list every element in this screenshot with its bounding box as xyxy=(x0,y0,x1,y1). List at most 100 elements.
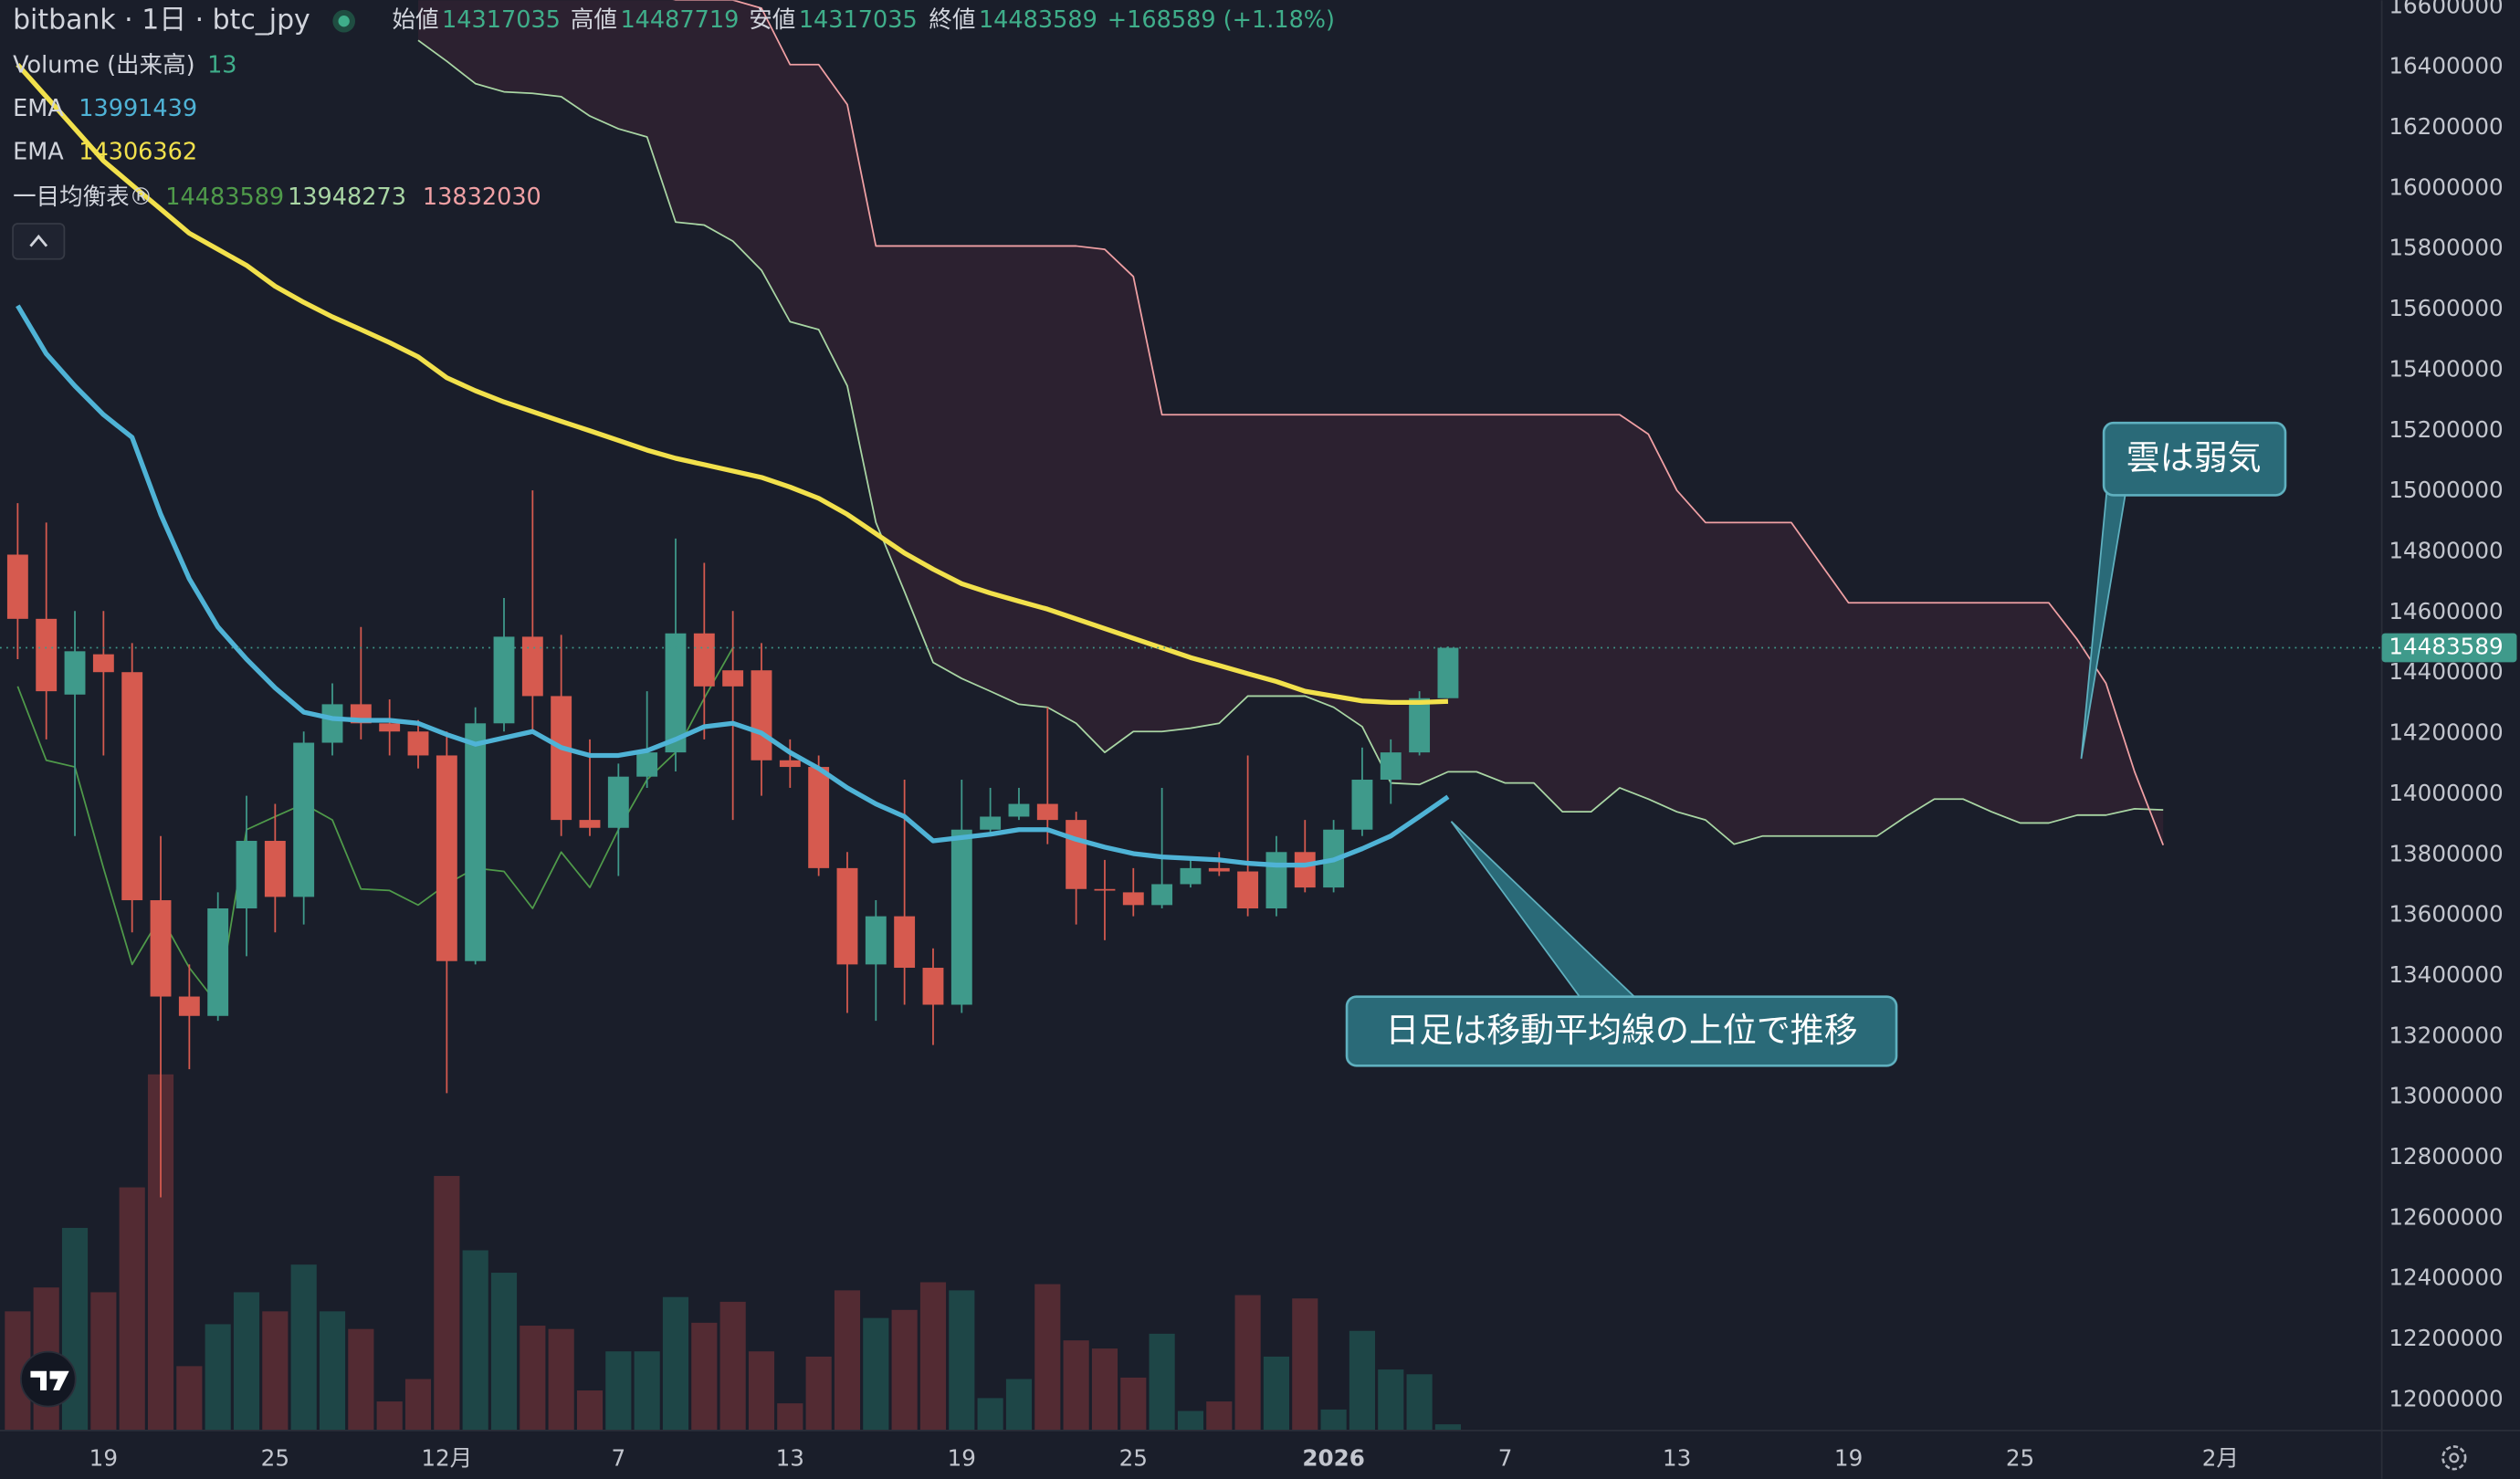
candle-body xyxy=(465,723,487,961)
candle-body xyxy=(1208,867,1230,872)
volume-bar xyxy=(1378,1369,1404,1431)
candle-body xyxy=(521,636,543,697)
y-tick-label: 13000000 xyxy=(2389,1083,2503,1109)
volume-bar xyxy=(376,1401,403,1431)
candle-body xyxy=(1036,803,1058,821)
candle-body xyxy=(751,670,772,760)
collapse-button-frame[interactable] xyxy=(12,223,66,260)
volume-bar xyxy=(262,1311,289,1431)
annotation: 日足は移動平均線の上位で推移 xyxy=(1345,821,1898,1067)
candle-body xyxy=(779,760,801,768)
legend-ema-value: 14306362 xyxy=(79,139,197,166)
ohlc-label: 終値 xyxy=(929,6,975,34)
gear-outer[interactable] xyxy=(2441,1445,2467,1471)
y-tick-label: 16600000 xyxy=(2389,0,2503,18)
candle-body xyxy=(1008,803,1030,817)
volume-bar xyxy=(1234,1295,1261,1431)
candle-body xyxy=(1294,852,1316,888)
candle-body xyxy=(1380,752,1402,780)
y-tick-label: 15000000 xyxy=(2389,477,2503,503)
x-tick-label: 13 xyxy=(1663,1445,1691,1472)
y-tick-label: 13600000 xyxy=(2389,901,2503,928)
volume-bar xyxy=(977,1398,1003,1431)
legend-ema-value: 13991439 xyxy=(79,95,197,122)
leading-span-a xyxy=(417,39,2164,845)
volume-bar xyxy=(462,1250,488,1431)
candle-body xyxy=(321,704,343,743)
settings-icon[interactable] xyxy=(2441,1445,2467,1471)
ema-line xyxy=(16,62,1449,706)
x-tick-label: 2026 xyxy=(1302,1445,1365,1472)
volume-bar xyxy=(1292,1298,1318,1431)
volume-bar xyxy=(348,1328,374,1431)
candle-body xyxy=(1122,892,1144,906)
volume-bar xyxy=(805,1356,832,1431)
y-tick-label: 15200000 xyxy=(2389,416,2503,443)
annotation: 雲は弱気 xyxy=(2080,421,2287,760)
volume-bar xyxy=(1434,1424,1462,1431)
volume-bar xyxy=(777,1403,803,1431)
volume-bar xyxy=(1349,1330,1376,1431)
ichimoku-cloud xyxy=(418,0,2164,845)
volume-bar xyxy=(1177,1411,1204,1431)
candle-body xyxy=(36,618,58,692)
legend-volume: Volume (出来高) xyxy=(13,51,194,79)
x-tick-label: 25 xyxy=(261,1445,289,1472)
volume-bar xyxy=(1406,1374,1433,1431)
candle-body xyxy=(894,916,916,969)
candle-body xyxy=(836,867,858,965)
ohlc-value: 14317035 xyxy=(799,6,918,34)
volume-bar xyxy=(1034,1284,1061,1431)
volume-bar xyxy=(404,1379,432,1431)
annotation-text: 日足は移動平均線の上位で推移 xyxy=(1385,1011,1857,1050)
candle-body xyxy=(92,654,114,673)
candle-body xyxy=(1351,779,1373,830)
x-tick-label: 25 xyxy=(2006,1445,2034,1472)
volume-bar xyxy=(90,1292,117,1431)
candle-body xyxy=(1151,884,1173,906)
change-value: +168589 (+1.18%) xyxy=(1108,6,1335,34)
volume-bar xyxy=(1206,1401,1233,1431)
volume-bar xyxy=(319,1311,346,1431)
annotation-box xyxy=(2102,421,2287,497)
y-tick-label: 14400000 xyxy=(2389,658,2503,685)
candle-body xyxy=(1237,871,1259,908)
y-tick-label: 13800000 xyxy=(2389,840,2503,866)
volume-bar xyxy=(233,1292,260,1431)
y-tick-label: 14200000 xyxy=(2389,719,2503,746)
last-price-label: 14483589 xyxy=(2389,633,2503,659)
logo-mark[interactable] xyxy=(30,1370,69,1390)
ohlc-label: 高値 xyxy=(571,6,617,34)
volume-bar xyxy=(520,1326,546,1431)
status-dot-inner xyxy=(338,16,350,27)
legend-ichimoku-value: 13948273 xyxy=(288,184,406,211)
candle-body xyxy=(922,968,944,1005)
candle-body xyxy=(865,916,887,965)
volume-bar xyxy=(205,1324,231,1431)
candle-body xyxy=(236,841,257,908)
logo-circle[interactable] xyxy=(20,1350,77,1408)
legend-volume-value: 13 xyxy=(207,51,236,79)
gear-inner[interactable] xyxy=(2449,1453,2460,1463)
volume-bar xyxy=(1091,1348,1118,1431)
x-tick-label: 19 xyxy=(89,1445,118,1472)
x-tick-label: 7 xyxy=(1498,1445,1513,1472)
volume-bar xyxy=(548,1328,574,1431)
collapse-icon[interactable] xyxy=(29,234,48,247)
candle-body xyxy=(293,742,315,897)
candle-body xyxy=(121,672,143,901)
collapse-button[interactable] xyxy=(12,223,66,260)
ohlc-label: 安値 xyxy=(749,6,795,34)
logo[interactable] xyxy=(20,1350,77,1408)
candle-body xyxy=(636,752,658,777)
candle-body xyxy=(980,816,1002,830)
volume-bar xyxy=(891,1309,918,1431)
annotation-text: 雲は弱気 xyxy=(2126,438,2262,477)
x-tick-label: 19 xyxy=(948,1445,976,1472)
candle-body xyxy=(551,696,572,821)
x-tick-label: 2月 xyxy=(2202,1445,2239,1472)
candle-body xyxy=(607,776,629,828)
volume-bar xyxy=(434,1176,460,1431)
y-tick-label: 15600000 xyxy=(2389,295,2503,321)
